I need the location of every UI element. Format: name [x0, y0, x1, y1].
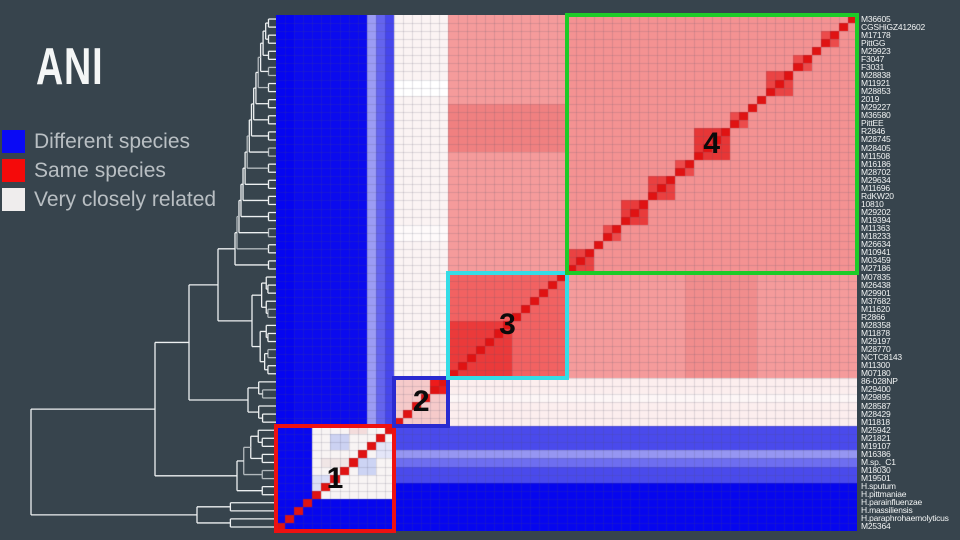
row-label: M26634: [861, 239, 891, 250]
row-label: 2019: [861, 94, 880, 105]
cluster-box-4: 4: [564, 13, 859, 275]
row-label: M28405: [861, 142, 891, 153]
cluster-label-4: 4: [703, 127, 721, 160]
row-label: M29634: [861, 174, 891, 185]
row-label: M18030: [861, 465, 891, 476]
row-label: M19394: [861, 215, 891, 226]
row-label: M19107: [861, 440, 891, 451]
cluster-label-3: 3: [499, 308, 516, 342]
cluster-box-1: 1: [274, 424, 397, 533]
row-label: M11921: [861, 78, 890, 89]
row-label: M29923: [861, 45, 891, 56]
legend-swatch: [2, 159, 25, 182]
row-label: M29895: [861, 392, 891, 403]
row-label: F3047: [861, 53, 885, 64]
legend-swatch: [2, 188, 25, 211]
legend-item-1: Different species: [2, 127, 216, 156]
row-label: M28745: [861, 134, 891, 145]
row-label: PittEE: [861, 118, 884, 129]
row-label: CGSHiGZ412602: [861, 21, 926, 32]
row-label: M28838: [861, 69, 891, 80]
row-label: M29901: [861, 287, 891, 298]
row-label: 86-028NP: [861, 376, 898, 387]
row-label: M11620: [861, 303, 890, 314]
row-label: M03459: [861, 255, 891, 266]
row-label: M27186: [861, 263, 891, 274]
row-label: M11696: [861, 182, 890, 193]
legend-item-3: Very closely related: [2, 185, 216, 214]
row-label: M25364: [861, 521, 891, 532]
row-label: M28587: [861, 400, 891, 411]
row-label: H.pittmaniae: [861, 489, 907, 500]
row-label: M37682: [861, 295, 891, 306]
legend-item-2: Same species: [2, 156, 216, 185]
row-labels: M36605 CGSHiGZ412602 M17178 PittGG M29923 F30…: [861, 13, 959, 532]
row-label: M11878: [861, 327, 890, 338]
row-label: M26438: [861, 279, 891, 290]
legend-swatch: [2, 130, 25, 153]
row-label: M16386: [861, 448, 891, 459]
row-label: M21821: [861, 432, 891, 443]
row-label: M29400: [861, 384, 891, 395]
cluster-label-1: 1: [326, 461, 344, 495]
legend-label: Same species: [34, 159, 166, 182]
color-legend: Different species Same species Very closel…: [2, 127, 216, 214]
row-label: M28770: [861, 344, 891, 355]
row-label: H.sputum: [861, 481, 896, 492]
row-label: R2866: [861, 311, 886, 322]
row-label: M29202: [861, 207, 891, 218]
cluster-label-2: 2: [412, 385, 430, 418]
row-label: M10941: [861, 247, 891, 258]
row-label: M25942: [861, 424, 891, 435]
row-label: M07180: [861, 368, 891, 379]
row-label: RdKW20: [861, 190, 894, 201]
row-label: M11508: [861, 150, 890, 161]
row-label: H.paraphrohaemolyticus: [861, 513, 949, 524]
row-label: M36605: [861, 13, 891, 24]
row-label: NCTC8143: [861, 352, 902, 363]
row-label: H.massiliensis: [861, 505, 913, 516]
legend-label: Very closely related: [34, 188, 217, 211]
row-label: M28429: [861, 408, 891, 419]
row-label: M11300: [861, 360, 890, 371]
row-label: M17178: [861, 29, 891, 40]
cluster-box-2: 2: [392, 375, 451, 429]
row-label: M19501: [861, 473, 891, 484]
row-label: H.parainfluenzae: [861, 497, 923, 508]
row-label: M16186: [861, 158, 891, 169]
row-label: M29227: [861, 102, 891, 113]
row-label: R2846: [861, 126, 886, 137]
row-label: M.sp._C1: [861, 456, 896, 467]
row-label: PittGG: [861, 37, 886, 48]
cluster-box-3: 3: [446, 271, 569, 380]
row-label: M28702: [861, 166, 891, 177]
row-label: M28358: [861, 319, 891, 330]
row-label: M28853: [861, 86, 891, 97]
row-label: M11818: [861, 416, 890, 427]
row-label: F3031: [861, 61, 885, 72]
row-label: M29197: [861, 336, 891, 347]
row-label: M18233: [861, 231, 891, 242]
row-label: M11363: [861, 223, 890, 234]
row-label: M36580: [861, 110, 891, 121]
legend-label: Different species: [34, 130, 191, 153]
row-label: 10810: [861, 198, 884, 209]
page-title: ANI: [36, 37, 104, 96]
row-label: M07835: [861, 271, 891, 282]
